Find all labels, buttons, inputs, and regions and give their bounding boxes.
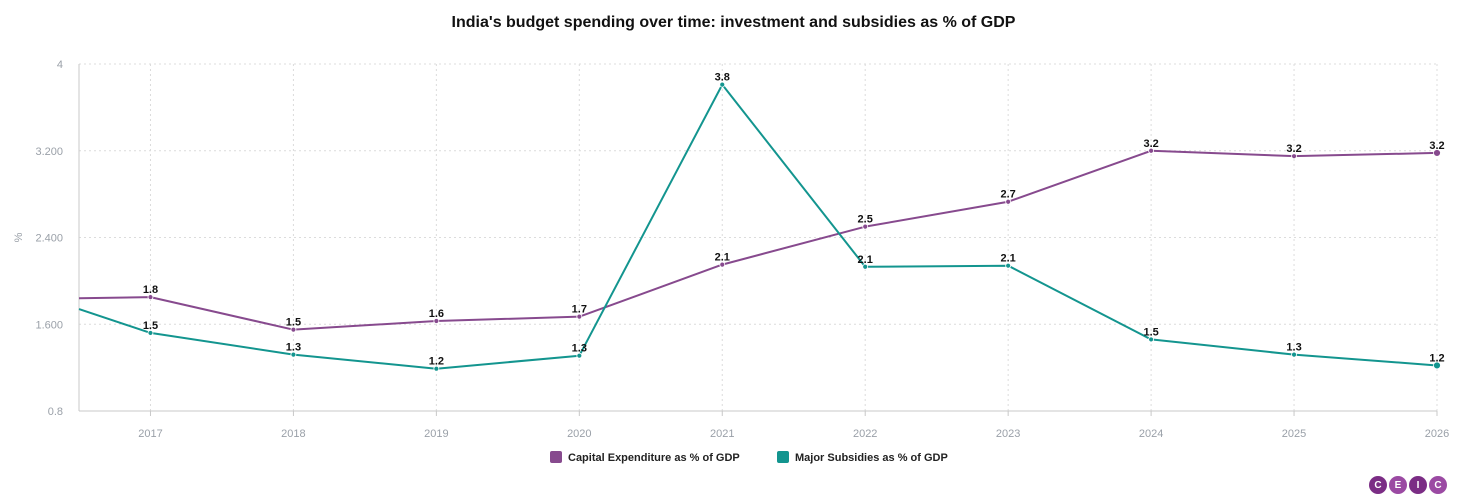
- legend-label: Major Subsidies as % of GDP: [795, 452, 948, 464]
- data-label: 2.5: [858, 214, 873, 226]
- data-label: 1.6: [429, 308, 444, 320]
- data-point: [433, 365, 440, 372]
- y-axis-label: %: [13, 232, 25, 242]
- data-label: 3.2: [1143, 138, 1158, 150]
- series-line-1: [78, 149, 1438, 331]
- data-label: 1.5: [143, 320, 158, 332]
- data-label: 3.2: [1429, 140, 1444, 152]
- data-label: 2.1: [1001, 253, 1016, 265]
- legend-item-1[interactable]: Capital Expenditure as % of GDP: [550, 451, 740, 464]
- data-label: 2.1: [858, 254, 873, 266]
- data-point: [1148, 147, 1155, 154]
- x-tick-label: 2018: [281, 428, 305, 440]
- data-point: [1433, 361, 1441, 370]
- data-label: 2.1: [715, 252, 730, 264]
- grid-lines: [79, 63, 1438, 411]
- data-point: [147, 330, 154, 336]
- data-point: [290, 326, 297, 333]
- axes: 0.8 1.600 2.400 3.200 4 2017 2018 2019 2020 2021 2…: [35, 59, 1449, 440]
- data-point: [1148, 336, 1155, 343]
- data-label: 1.2: [429, 356, 444, 368]
- y-tick-label: 4: [57, 59, 63, 71]
- x-tick-label: 2020: [567, 428, 591, 440]
- y-tick-label: 3.200: [35, 146, 63, 158]
- data-label: 1.3: [286, 342, 301, 354]
- chart-title: India's budget spending over time: inves…: [451, 14, 1016, 31]
- data-label: 1.7: [572, 304, 587, 316]
- data-point: [433, 318, 440, 324]
- x-tick-label: 2024: [1139, 428, 1163, 440]
- data-labels: 1.8 1.5 1.6 1.7 2.1 2.5 2.7 3.2 3.2 3.2 1.5 1.3 1.2 1…: [143, 72, 1445, 368]
- data-point: [1005, 262, 1012, 269]
- data-label: 1.3: [572, 343, 587, 355]
- logo-letter: E: [1389, 476, 1407, 494]
- legend-label: Capital Expenditure as % of GDP: [568, 452, 740, 464]
- data-label: 1.3: [1286, 342, 1301, 354]
- logo-letter: I: [1409, 476, 1427, 494]
- x-tick-label: 2023: [996, 428, 1020, 440]
- data-label: 1.2: [1429, 352, 1444, 364]
- y-tick-label: 2.400: [35, 233, 63, 245]
- logo-letter: C: [1369, 476, 1387, 494]
- logo-letter: C: [1429, 476, 1447, 494]
- data-label: 1.5: [286, 317, 301, 329]
- data-point: [1291, 153, 1297, 160]
- y-tick-label: 1.600: [35, 319, 63, 331]
- data-point: [862, 263, 869, 270]
- data-label: 3.8: [715, 72, 730, 84]
- x-tick-label: 2025: [1282, 428, 1306, 440]
- data-point: [862, 223, 869, 230]
- series-lines: [78, 81, 1441, 372]
- legend[interactable]: Capital Expenditure as % of GDP Major Sub…: [550, 451, 948, 464]
- data-point: [719, 81, 726, 88]
- x-tick-label: 2026: [1425, 428, 1449, 440]
- data-label: 1.5: [1143, 326, 1158, 338]
- data-point: [576, 313, 583, 320]
- legend-swatch: [777, 451, 789, 463]
- y-tick-label: 0.8: [48, 406, 63, 418]
- x-tick-label: 2022: [853, 428, 877, 440]
- data-label: 2.7: [1001, 189, 1016, 201]
- data-point: [1291, 351, 1297, 358]
- data-point: [1005, 198, 1012, 205]
- x-tick-label: 2019: [424, 428, 448, 440]
- x-tick-label: 2017: [138, 428, 162, 440]
- data-label: 1.8: [143, 284, 158, 296]
- legend-item-2[interactable]: Major Subsidies as % of GDP: [777, 451, 948, 464]
- data-point: [290, 351, 297, 358]
- data-point: [719, 261, 726, 268]
- data-point: [147, 294, 154, 301]
- series-line-2: [78, 83, 1438, 370]
- data-label: 3.2: [1286, 143, 1301, 155]
- data-point: [576, 352, 583, 359]
- x-tick-label: 2021: [710, 428, 734, 440]
- data-point: [1433, 149, 1441, 157]
- legend-swatch: [550, 451, 562, 463]
